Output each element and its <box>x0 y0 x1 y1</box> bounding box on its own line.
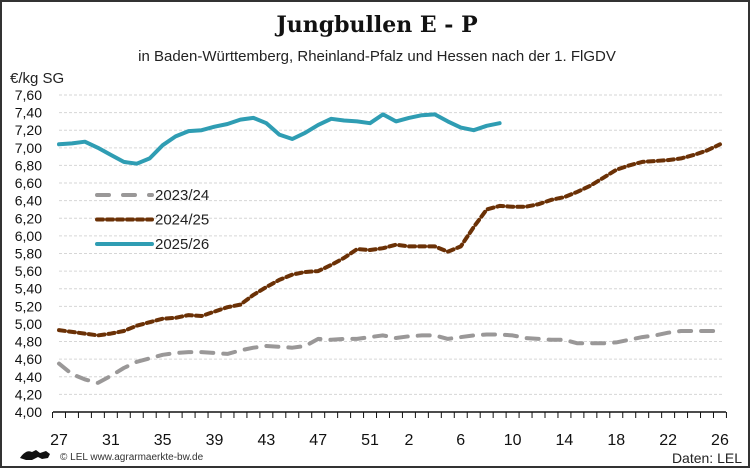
x-tick-label: 47 <box>309 432 327 449</box>
x-tick-label: 27 <box>50 432 68 449</box>
source-text: Daten: LEL <box>672 450 742 466</box>
x-tick-label: 51 <box>361 432 379 449</box>
series-line-2025-26 <box>57 112 502 166</box>
chart-title: Jungbullen E - P <box>274 12 477 38</box>
x-tick-label: 2 <box>404 432 413 449</box>
legend: 2023/24 2024/25 2025/26 <box>95 187 209 253</box>
y-tick-label: 4,80 <box>15 334 42 350</box>
legend-label: 2023/24 <box>155 187 209 204</box>
y-tick-label: 6,20 <box>15 210 42 226</box>
x-axis: 27 31 35 39 43 47 51 2 6 10 14 18 22 26 <box>50 411 729 449</box>
series-line-2024-25 <box>57 142 722 338</box>
copyright-text: © LEL www.agrarmaerkte-bw.de <box>60 452 204 463</box>
lion-icon <box>20 450 50 460</box>
y-tick-label: 5,40 <box>15 281 42 297</box>
x-tick-label: 14 <box>556 432 574 449</box>
x-tick-label: 26 <box>711 432 729 449</box>
x-tick-label: 35 <box>154 432 172 449</box>
series-line-2023-24 <box>57 329 722 385</box>
y-tick-label: 5,80 <box>15 245 42 261</box>
y-axis-ticks: 4,00 4,204,40 4,604,80 5,00 5,205,40 5,60 5,80… <box>15 87 42 420</box>
y-tick-label: 4,60 <box>15 351 42 367</box>
y-tick-label: 5,00 <box>15 316 42 332</box>
y-tick-label: 4,00 <box>15 404 42 420</box>
chart-subtitle: in Baden-Württemberg, Rheinland-Pfalz un… <box>138 48 616 65</box>
y-tick-label: 7,60 <box>15 87 42 103</box>
y-axis-label: €/kg SG <box>10 70 64 87</box>
y-tick-label: 6,80 <box>15 157 42 173</box>
x-tick-label: 18 <box>607 432 625 449</box>
y-tick-label: 4,40 <box>15 369 42 385</box>
y-tick-label: 7,40 <box>15 105 42 121</box>
y-tick-label: 7,00 <box>15 140 42 156</box>
legend-label: 2025/26 <box>155 236 209 253</box>
y-tick-label: 6,60 <box>15 175 42 191</box>
y-tick-label: 5,60 <box>15 263 42 279</box>
y-tick-label: 4,20 <box>15 386 42 402</box>
y-tick-label: 7,20 <box>15 122 42 138</box>
x-tick-label: 43 <box>257 432 275 449</box>
gridlines <box>59 94 722 395</box>
y-tick-label: 6,00 <box>15 228 42 244</box>
x-tick-label: 22 <box>659 432 677 449</box>
x-tick-label: 10 <box>504 432 522 449</box>
legend-label: 2024/25 <box>155 212 209 229</box>
x-tick-label: 31 <box>102 432 120 449</box>
series-lines <box>57 112 722 385</box>
x-tick-label: 6 <box>456 432 465 449</box>
y-tick-label: 6,40 <box>15 193 42 209</box>
x-tick-label: 39 <box>206 432 224 449</box>
y-tick-label: 5,20 <box>15 298 42 314</box>
